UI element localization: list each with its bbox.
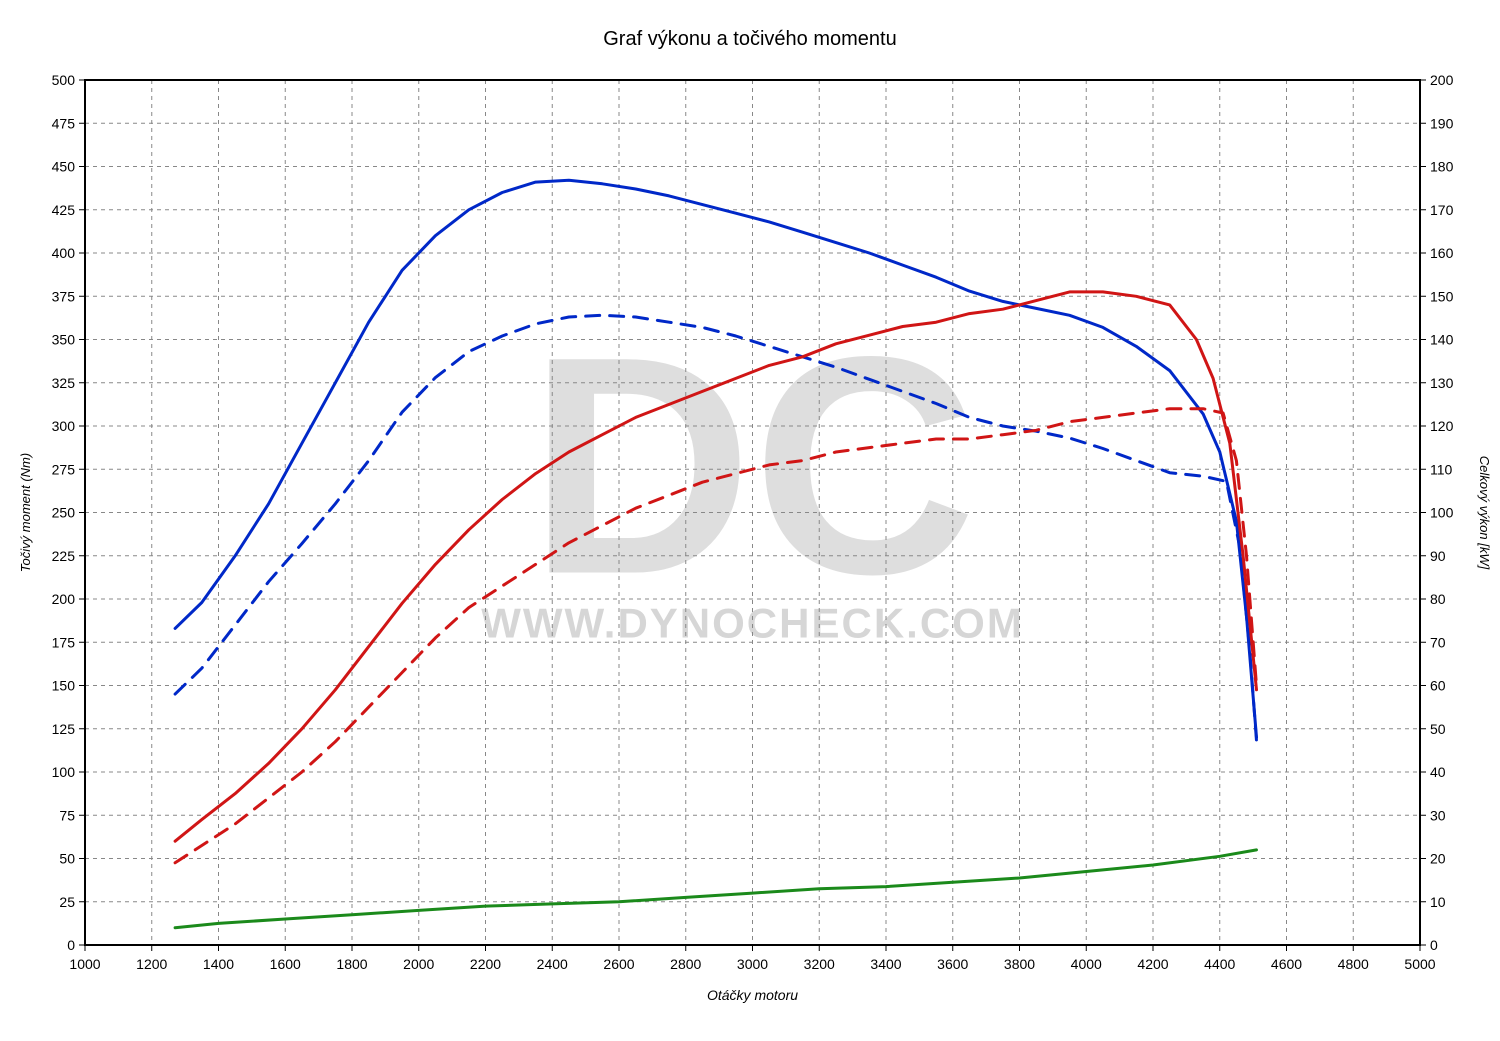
y-right-tick-label: 200 <box>1430 72 1454 88</box>
y-left-tick-label: 25 <box>59 894 75 910</box>
y-left-tick-label: 175 <box>52 634 76 650</box>
y-left-tick-label: 400 <box>52 245 76 261</box>
y-right-axis-label: Celkový výkon [kW] <box>1477 456 1492 570</box>
y-right-tick-label: 190 <box>1430 115 1454 131</box>
y-left-axis-label: Točivý moment (Nm) <box>18 453 33 572</box>
x-tick-label: 1400 <box>203 956 234 972</box>
x-tick-label: 2400 <box>537 956 568 972</box>
x-tick-label: 1800 <box>336 956 367 972</box>
y-left-tick-label: 125 <box>52 721 76 737</box>
y-right-tick-label: 110 <box>1430 461 1453 477</box>
y-left-tick-label: 300 <box>52 418 76 434</box>
y-left-tick-label: 250 <box>52 505 76 521</box>
y-right-tick-label: 50 <box>1430 721 1446 737</box>
y-left-tick-label: 325 <box>52 375 76 391</box>
x-tick-label: 3800 <box>1004 956 1035 972</box>
x-tick-label: 2000 <box>403 956 434 972</box>
y-left-tick-label: 200 <box>52 591 76 607</box>
dyno-chart: DCWWW.DYNOCHECK.COM100012001400160018002… <box>0 0 1500 1041</box>
x-tick-label: 5000 <box>1404 956 1435 972</box>
y-left-tick-label: 50 <box>59 851 75 867</box>
y-right-tick-label: 0 <box>1430 937 1438 953</box>
svg-text:WWW.DYNOCHECK.COM: WWW.DYNOCHECK.COM <box>481 600 1024 647</box>
y-right-tick-label: 90 <box>1430 548 1446 564</box>
y-right-tick-label: 30 <box>1430 807 1446 823</box>
x-tick-label: 3600 <box>937 956 968 972</box>
x-tick-label: 3200 <box>804 956 835 972</box>
chart-title: Graf výkonu a točivého momentu <box>603 28 896 50</box>
x-tick-label: 3400 <box>870 956 901 972</box>
y-right-tick-label: 100 <box>1430 505 1454 521</box>
y-right-tick-label: 80 <box>1430 591 1446 607</box>
y-right-tick-label: 170 <box>1430 202 1454 218</box>
x-tick-label: 1000 <box>69 956 100 972</box>
x-tick-label: 2200 <box>470 956 501 972</box>
x-tick-label: 4200 <box>1137 956 1168 972</box>
chart-svg: DCWWW.DYNOCHECK.COM100012001400160018002… <box>0 0 1500 1041</box>
y-left-tick-label: 475 <box>52 115 76 131</box>
y-right-tick-label: 60 <box>1430 678 1446 694</box>
x-axis-label: Otáčky motoru <box>707 987 798 1003</box>
y-left-tick-label: 75 <box>59 807 75 823</box>
x-tick-label: 1600 <box>270 956 301 972</box>
y-left-tick-label: 500 <box>52 72 76 88</box>
y-right-tick-label: 180 <box>1430 159 1454 175</box>
y-right-tick-label: 150 <box>1430 288 1454 304</box>
x-tick-label: 4400 <box>1204 956 1235 972</box>
x-tick-label: 4600 <box>1271 956 1302 972</box>
y-left-tick-label: 150 <box>52 678 76 694</box>
x-tick-label: 2600 <box>603 956 634 972</box>
x-tick-label: 4800 <box>1338 956 1369 972</box>
y-right-tick-label: 140 <box>1430 332 1454 348</box>
x-tick-label: 3000 <box>737 956 768 972</box>
y-left-tick-label: 275 <box>52 461 76 477</box>
x-tick-label: 1200 <box>136 956 167 972</box>
y-right-tick-label: 120 <box>1430 418 1454 434</box>
y-right-tick-label: 70 <box>1430 634 1446 650</box>
y-right-tick-label: 40 <box>1430 764 1446 780</box>
y-left-tick-label: 100 <box>52 764 76 780</box>
y-left-tick-label: 225 <box>52 548 76 564</box>
x-tick-label: 2800 <box>670 956 701 972</box>
x-tick-label: 4000 <box>1071 956 1102 972</box>
y-right-tick-label: 130 <box>1430 375 1454 391</box>
y-left-tick-label: 0 <box>67 937 75 953</box>
y-left-tick-label: 375 <box>52 288 76 304</box>
y-right-tick-label: 10 <box>1430 894 1446 910</box>
y-left-tick-label: 425 <box>52 202 76 218</box>
y-left-tick-label: 450 <box>52 159 76 175</box>
y-right-tick-label: 160 <box>1430 245 1454 261</box>
y-left-tick-label: 350 <box>52 332 76 348</box>
y-right-tick-label: 20 <box>1430 851 1446 867</box>
